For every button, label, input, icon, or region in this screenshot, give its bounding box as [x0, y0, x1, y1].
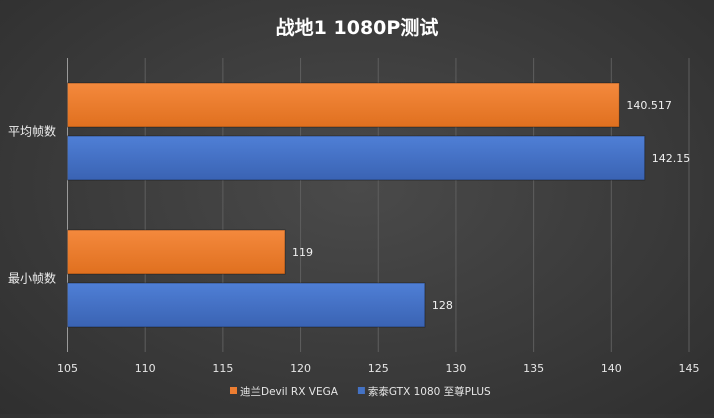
bars [67, 82, 646, 328]
data-labels: 140.517 142.15 119 128 [292, 99, 690, 312]
category-label-2: 最小帧数 [8, 271, 56, 286]
bar-2-1 [67, 135, 646, 181]
data-label-2-2: 128 [432, 299, 453, 312]
bar-1-2 [67, 229, 286, 275]
x-tick-label-115: 115 [212, 362, 233, 375]
x-axis-ticks: 105 110 115 120 125 130 135 140 145 [57, 362, 700, 375]
data-label-1-2: 119 [292, 246, 313, 259]
chart-title: 战地1 1080P测试 [276, 16, 439, 39]
x-tick-label-145: 145 [679, 362, 700, 375]
legend-label-1: 迪兰Devil RX VEGA [240, 385, 339, 398]
bar-2-2 [67, 282, 426, 328]
x-tick-label-130: 130 [445, 362, 466, 375]
bar-1-1 [67, 82, 620, 128]
x-tick-label-140: 140 [601, 362, 622, 375]
legend: 迪兰Devil RX VEGA 索泰GTX 1080 至尊PLUS [230, 385, 491, 398]
x-tick-label-110: 110 [135, 362, 156, 375]
data-label-2-1: 142.15 [652, 152, 691, 165]
legend-swatch-2 [357, 387, 365, 394]
x-tick-label-135: 135 [523, 362, 544, 375]
data-label-1-1: 140.517 [626, 99, 672, 112]
x-tick-label-120: 120 [290, 362, 311, 375]
x-tick-label-125: 125 [368, 362, 389, 375]
x-tick-label-105: 105 [57, 362, 78, 375]
legend-swatch-1 [230, 387, 237, 394]
category-label-1: 平均帧数 [8, 124, 56, 139]
legend-label-2: 索泰GTX 1080 至尊PLUS [368, 385, 491, 398]
